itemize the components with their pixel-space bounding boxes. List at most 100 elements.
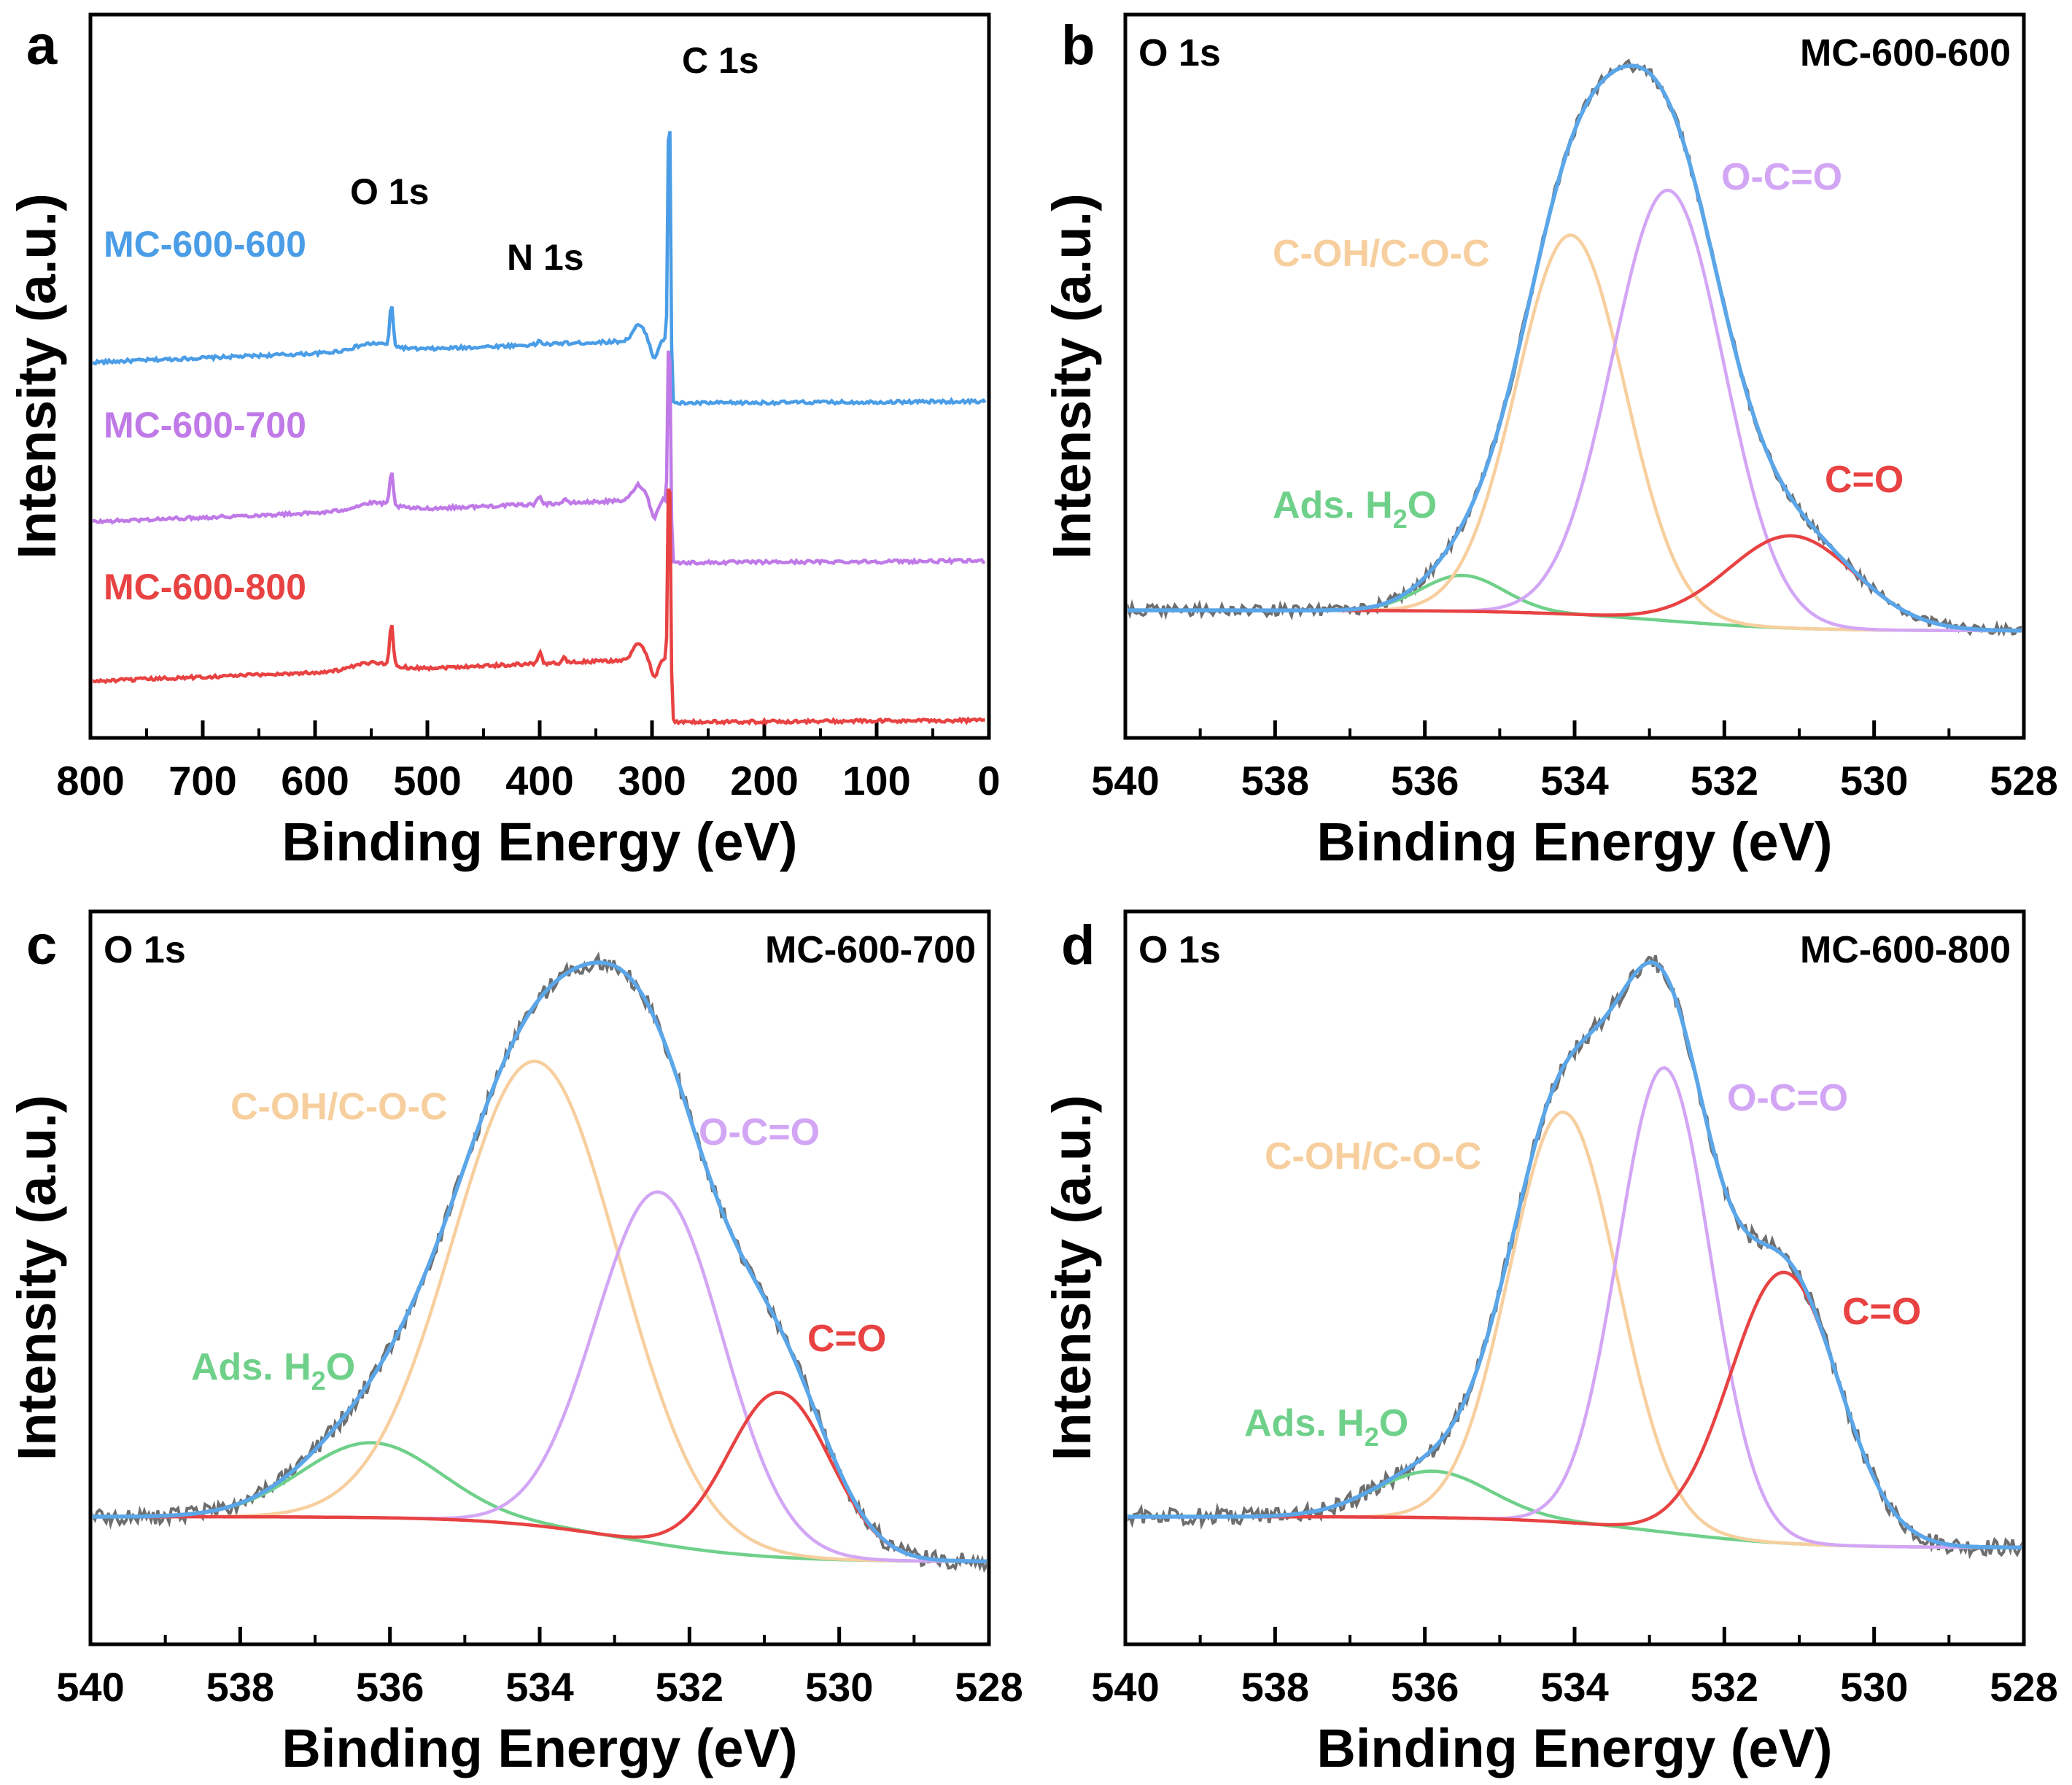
component-label-tail: O: [1379, 1402, 1408, 1444]
x-tick-label: 538: [206, 1664, 274, 1710]
sample-label: MC-600-600: [1800, 32, 2011, 74]
x-tick-label: 532: [1691, 758, 1758, 804]
x-axis-title: Binding Energy (eV): [1316, 812, 1832, 872]
panel-b: 540 538 536 534 532 530 528 Binding Energy (eV)…: [1041, 12, 2058, 872]
peak-label: N 1s: [507, 237, 584, 278]
x-tick-label: 536: [356, 1664, 424, 1710]
spectrum-title: O 1s: [104, 929, 186, 971]
panel-a: 800 700 600 500 400 300 200 100 0 Binding Energy …: [7, 12, 1001, 872]
x-tick-label: 500: [393, 758, 461, 804]
panel-letter: a: [26, 15, 58, 77]
fitted-envelope-line: [1128, 960, 2022, 1549]
component-label: Ads. H2O: [1244, 1402, 1408, 1452]
component-curve-c-o: [93, 1391, 987, 1563]
x-tick-label: 530: [805, 1664, 873, 1710]
component-label-tail: O: [326, 1346, 355, 1388]
plot-area: [1128, 58, 2022, 637]
component-label: C=O: [807, 1318, 886, 1360]
y-axis-title: Intensity (a.u.): [1041, 1095, 1102, 1461]
component-label-main: Ads. H: [191, 1346, 311, 1388]
x-tick-label: 532: [1691, 1664, 1758, 1710]
component-curve-c-oh-c-o-c: [93, 1059, 987, 1563]
component-label: C-OH/C-O-C: [230, 1086, 448, 1128]
component-label: C=O: [1842, 1291, 1921, 1333]
component-label: O-C=O: [1727, 1077, 1848, 1119]
y-axis-title: Intensity (a.u.): [7, 1095, 67, 1461]
plot-area: [93, 131, 987, 726]
component-label-main: Ads. H: [1244, 1402, 1365, 1444]
raw-spectrum-line: [93, 952, 987, 1574]
x-tick-label: 100: [842, 758, 910, 804]
spectrum-title: O 1s: [1138, 929, 1221, 971]
component-label: O-C=O: [699, 1111, 820, 1154]
peak-label: O 1s: [350, 171, 429, 212]
x-tick-label: 534: [1540, 758, 1608, 804]
sample-label: MC-600-800: [1800, 929, 2011, 971]
panel-letter: b: [1061, 15, 1095, 77]
spectrum-title: O 1s: [1138, 32, 1221, 74]
component-curve-c-oh-c-o-c: [1128, 233, 2022, 633]
survey-line-mc-600-700: [93, 350, 985, 567]
plot-area: [1128, 954, 2022, 1560]
component-label: C=O: [1825, 459, 1904, 501]
series-label: MC-600-700: [104, 405, 306, 446]
component-label-tail: O: [1408, 484, 1437, 526]
x-tick-label: 530: [1840, 758, 1908, 804]
x-tick-label: 0: [977, 758, 1000, 804]
plot-frame: [88, 12, 991, 740]
x-tick-label: 540: [1091, 758, 1159, 804]
x-tick-label: 528: [955, 1664, 1023, 1710]
raw-spectrum-line: [1128, 954, 2022, 1560]
x-tick-label: 532: [656, 1664, 723, 1710]
survey-line-mc-600-600: [93, 131, 987, 407]
component-label-subscript: 2: [311, 1366, 326, 1396]
x-tick-label: 540: [1091, 1664, 1159, 1710]
x-tick-label: 800: [56, 758, 124, 804]
y-axis-title: Intensity (a.u.): [1041, 193, 1102, 559]
panel-letter: d: [1061, 914, 1095, 976]
x-tick-label: 600: [281, 758, 349, 804]
survey-line-mc-600-800: [93, 488, 985, 726]
sample-label: MC-600-700: [765, 929, 976, 971]
fitted-envelope-line: [1128, 63, 2022, 633]
plot-frame: [1123, 909, 2026, 1646]
x-axis-title: Binding Energy (eV): [1316, 1718, 1832, 1778]
component-label-main: Ads. H: [1273, 484, 1393, 526]
panel-c: 540 538 536 534 532 530 528 Binding Energy (eV)…: [7, 909, 1023, 1778]
y-axis-title: Intensity (a.u.): [7, 193, 67, 559]
x-tick-label: 538: [1241, 1664, 1309, 1710]
x-tick-label: 200: [730, 758, 798, 804]
series-label: MC-600-800: [104, 567, 306, 607]
plot-frame: [88, 909, 991, 1646]
component-label: C-OH/C-O-C: [1265, 1135, 1482, 1178]
fitted-envelope-line: [93, 960, 987, 1563]
panel-letter: c: [26, 914, 57, 976]
component-label-subscript: 2: [1393, 504, 1408, 534]
x-tick-label: 530: [1840, 1664, 1908, 1710]
x-tick-label: 300: [618, 758, 686, 804]
component-label: Ads. H2O: [1273, 484, 1437, 534]
panel-d: 540 538 536 534 532 530 528 Binding Energy (eV)…: [1041, 909, 2058, 1778]
x-tick-label: 700: [168, 758, 236, 804]
x-tick-label: 540: [56, 1664, 124, 1710]
series-label: MC-600-600: [104, 224, 306, 265]
component-curve-c-o: [1128, 534, 2022, 633]
x-tick-label: 400: [505, 758, 573, 804]
x-tick-label: 534: [1540, 1664, 1608, 1710]
component-label-subscript: 2: [1365, 1422, 1379, 1452]
raw-spectrum-line: [1128, 58, 2022, 637]
x-tick-label: 528: [1990, 758, 2057, 804]
x-tick-label: 536: [1391, 1664, 1459, 1710]
x-tick-label: 534: [505, 1664, 573, 1710]
x-tick-label: 536: [1391, 758, 1459, 804]
plot-area: [93, 952, 987, 1574]
component-label: C-OH/C-O-C: [1273, 233, 1490, 275]
x-tick-label: 528: [1990, 1664, 2057, 1710]
component-label: O-C=O: [1721, 156, 1842, 198]
component-label: Ads. H2O: [191, 1346, 355, 1396]
x-axis-title: Binding Energy (eV): [282, 1718, 797, 1778]
x-axis-title: Binding Energy (eV): [282, 812, 797, 872]
component-curve-o-c-o: [1128, 188, 2022, 633]
x-tick-label: 538: [1241, 758, 1309, 804]
